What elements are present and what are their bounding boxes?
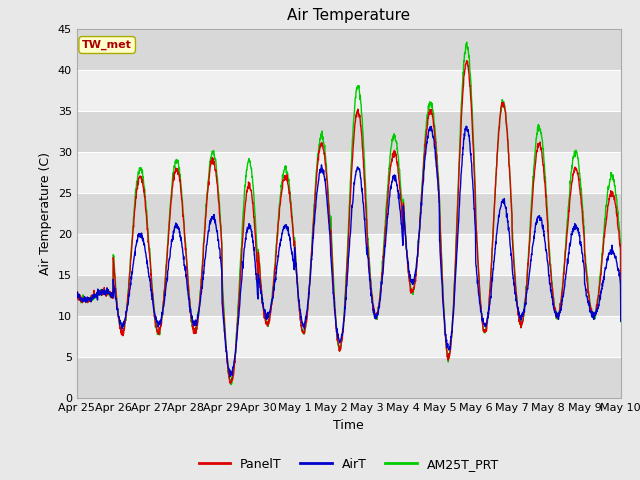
Bar xyxy=(77,193,621,234)
AM25T_PRT xyxy=(227,382,235,387)
Bar xyxy=(77,29,621,70)
PanelT xyxy=(338,339,346,345)
Y-axis label: Air Temperature (C): Air Temperature (C) xyxy=(39,152,52,275)
Line: AirT: AirT xyxy=(77,126,621,376)
PanelT xyxy=(602,223,609,229)
PanelT xyxy=(502,109,509,115)
Bar xyxy=(77,316,621,357)
AM25T_PRT xyxy=(100,287,108,293)
PanelT xyxy=(226,380,234,386)
Bar xyxy=(77,275,621,316)
PanelT xyxy=(73,292,81,298)
AirT xyxy=(73,293,81,299)
AirT xyxy=(502,205,509,211)
AirT xyxy=(602,264,609,270)
AirT xyxy=(462,123,470,129)
Legend: PanelT, AirT, AM25T_PRT: PanelT, AirT, AM25T_PRT xyxy=(194,453,504,476)
PanelT xyxy=(602,224,609,229)
AM25T_PRT xyxy=(602,214,609,220)
PanelT xyxy=(323,178,331,184)
AirT xyxy=(323,199,331,205)
PanelT xyxy=(100,289,108,295)
X-axis label: Time: Time xyxy=(333,419,364,432)
AirT xyxy=(226,373,234,379)
AirT xyxy=(100,289,108,295)
Line: PanelT: PanelT xyxy=(77,61,621,383)
Bar xyxy=(77,357,621,398)
PanelT xyxy=(617,317,625,323)
Bar xyxy=(77,152,621,193)
AM25T_PRT xyxy=(338,338,346,344)
PanelT xyxy=(463,58,471,64)
Line: AM25T_PRT: AM25T_PRT xyxy=(77,42,621,384)
Bar xyxy=(77,111,621,152)
Bar xyxy=(77,70,621,111)
AirT xyxy=(617,318,625,324)
AirT xyxy=(338,332,346,337)
AM25T_PRT xyxy=(602,208,609,214)
AM25T_PRT xyxy=(617,319,625,324)
Text: TW_met: TW_met xyxy=(82,40,132,50)
AM25T_PRT xyxy=(463,39,470,45)
Bar xyxy=(77,234,621,275)
AM25T_PRT xyxy=(323,175,331,181)
Title: Air Temperature: Air Temperature xyxy=(287,9,410,24)
AM25T_PRT xyxy=(73,293,81,299)
AM25T_PRT xyxy=(502,113,509,119)
AirT xyxy=(602,266,609,272)
